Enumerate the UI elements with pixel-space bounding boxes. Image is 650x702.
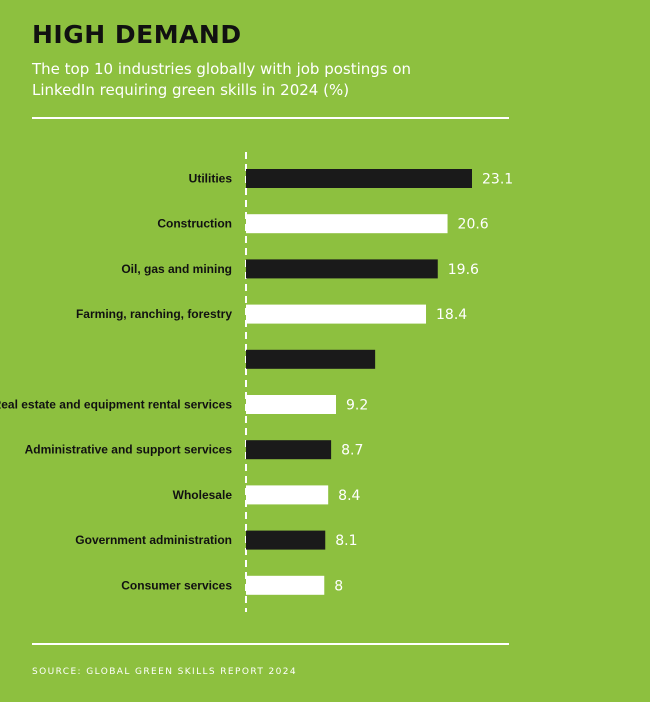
bar xyxy=(246,485,329,505)
bar xyxy=(246,169,472,188)
category-label: Farming, ranching, forestry xyxy=(76,307,232,321)
bar xyxy=(246,395,337,414)
value-label: 18.4 xyxy=(436,307,467,323)
category-label: Real estate and equipment rental service… xyxy=(0,398,232,412)
bar xyxy=(246,349,376,369)
value-label: 8.1 xyxy=(335,533,357,549)
source-note: SOURCE: GLOBAL GREEN SKILLS REPORT 2024 xyxy=(32,667,297,677)
value-label: 19.6 xyxy=(448,262,479,278)
value-label: 8 xyxy=(334,578,343,594)
bar xyxy=(246,575,325,595)
category-label: Wholesale xyxy=(173,488,233,502)
value-label: 8.4 xyxy=(338,488,360,504)
chart-subtitle: The top 10 industries globally with job … xyxy=(32,60,412,99)
bar xyxy=(246,259,438,279)
top-divider xyxy=(32,117,509,119)
category-label: Construction xyxy=(157,217,232,231)
category-label: Government administration xyxy=(75,533,232,547)
value-label: 20.6 xyxy=(458,217,489,233)
bar xyxy=(246,530,326,550)
bottom-divider xyxy=(32,643,509,645)
bar xyxy=(246,440,332,460)
category-label: Administrative and support services xyxy=(25,443,233,457)
chart-title: HIGH DEMAND xyxy=(32,20,242,49)
category-label: Consumer services xyxy=(121,578,232,592)
value-label: 8.7 xyxy=(341,443,363,459)
value-label: 9.2 xyxy=(346,398,368,414)
category-label: Oil, gas and mining xyxy=(121,262,232,276)
bar xyxy=(246,214,448,234)
category-label: Utilities xyxy=(189,172,233,186)
value-label: 23.1 xyxy=(482,172,513,188)
bar xyxy=(246,304,427,324)
